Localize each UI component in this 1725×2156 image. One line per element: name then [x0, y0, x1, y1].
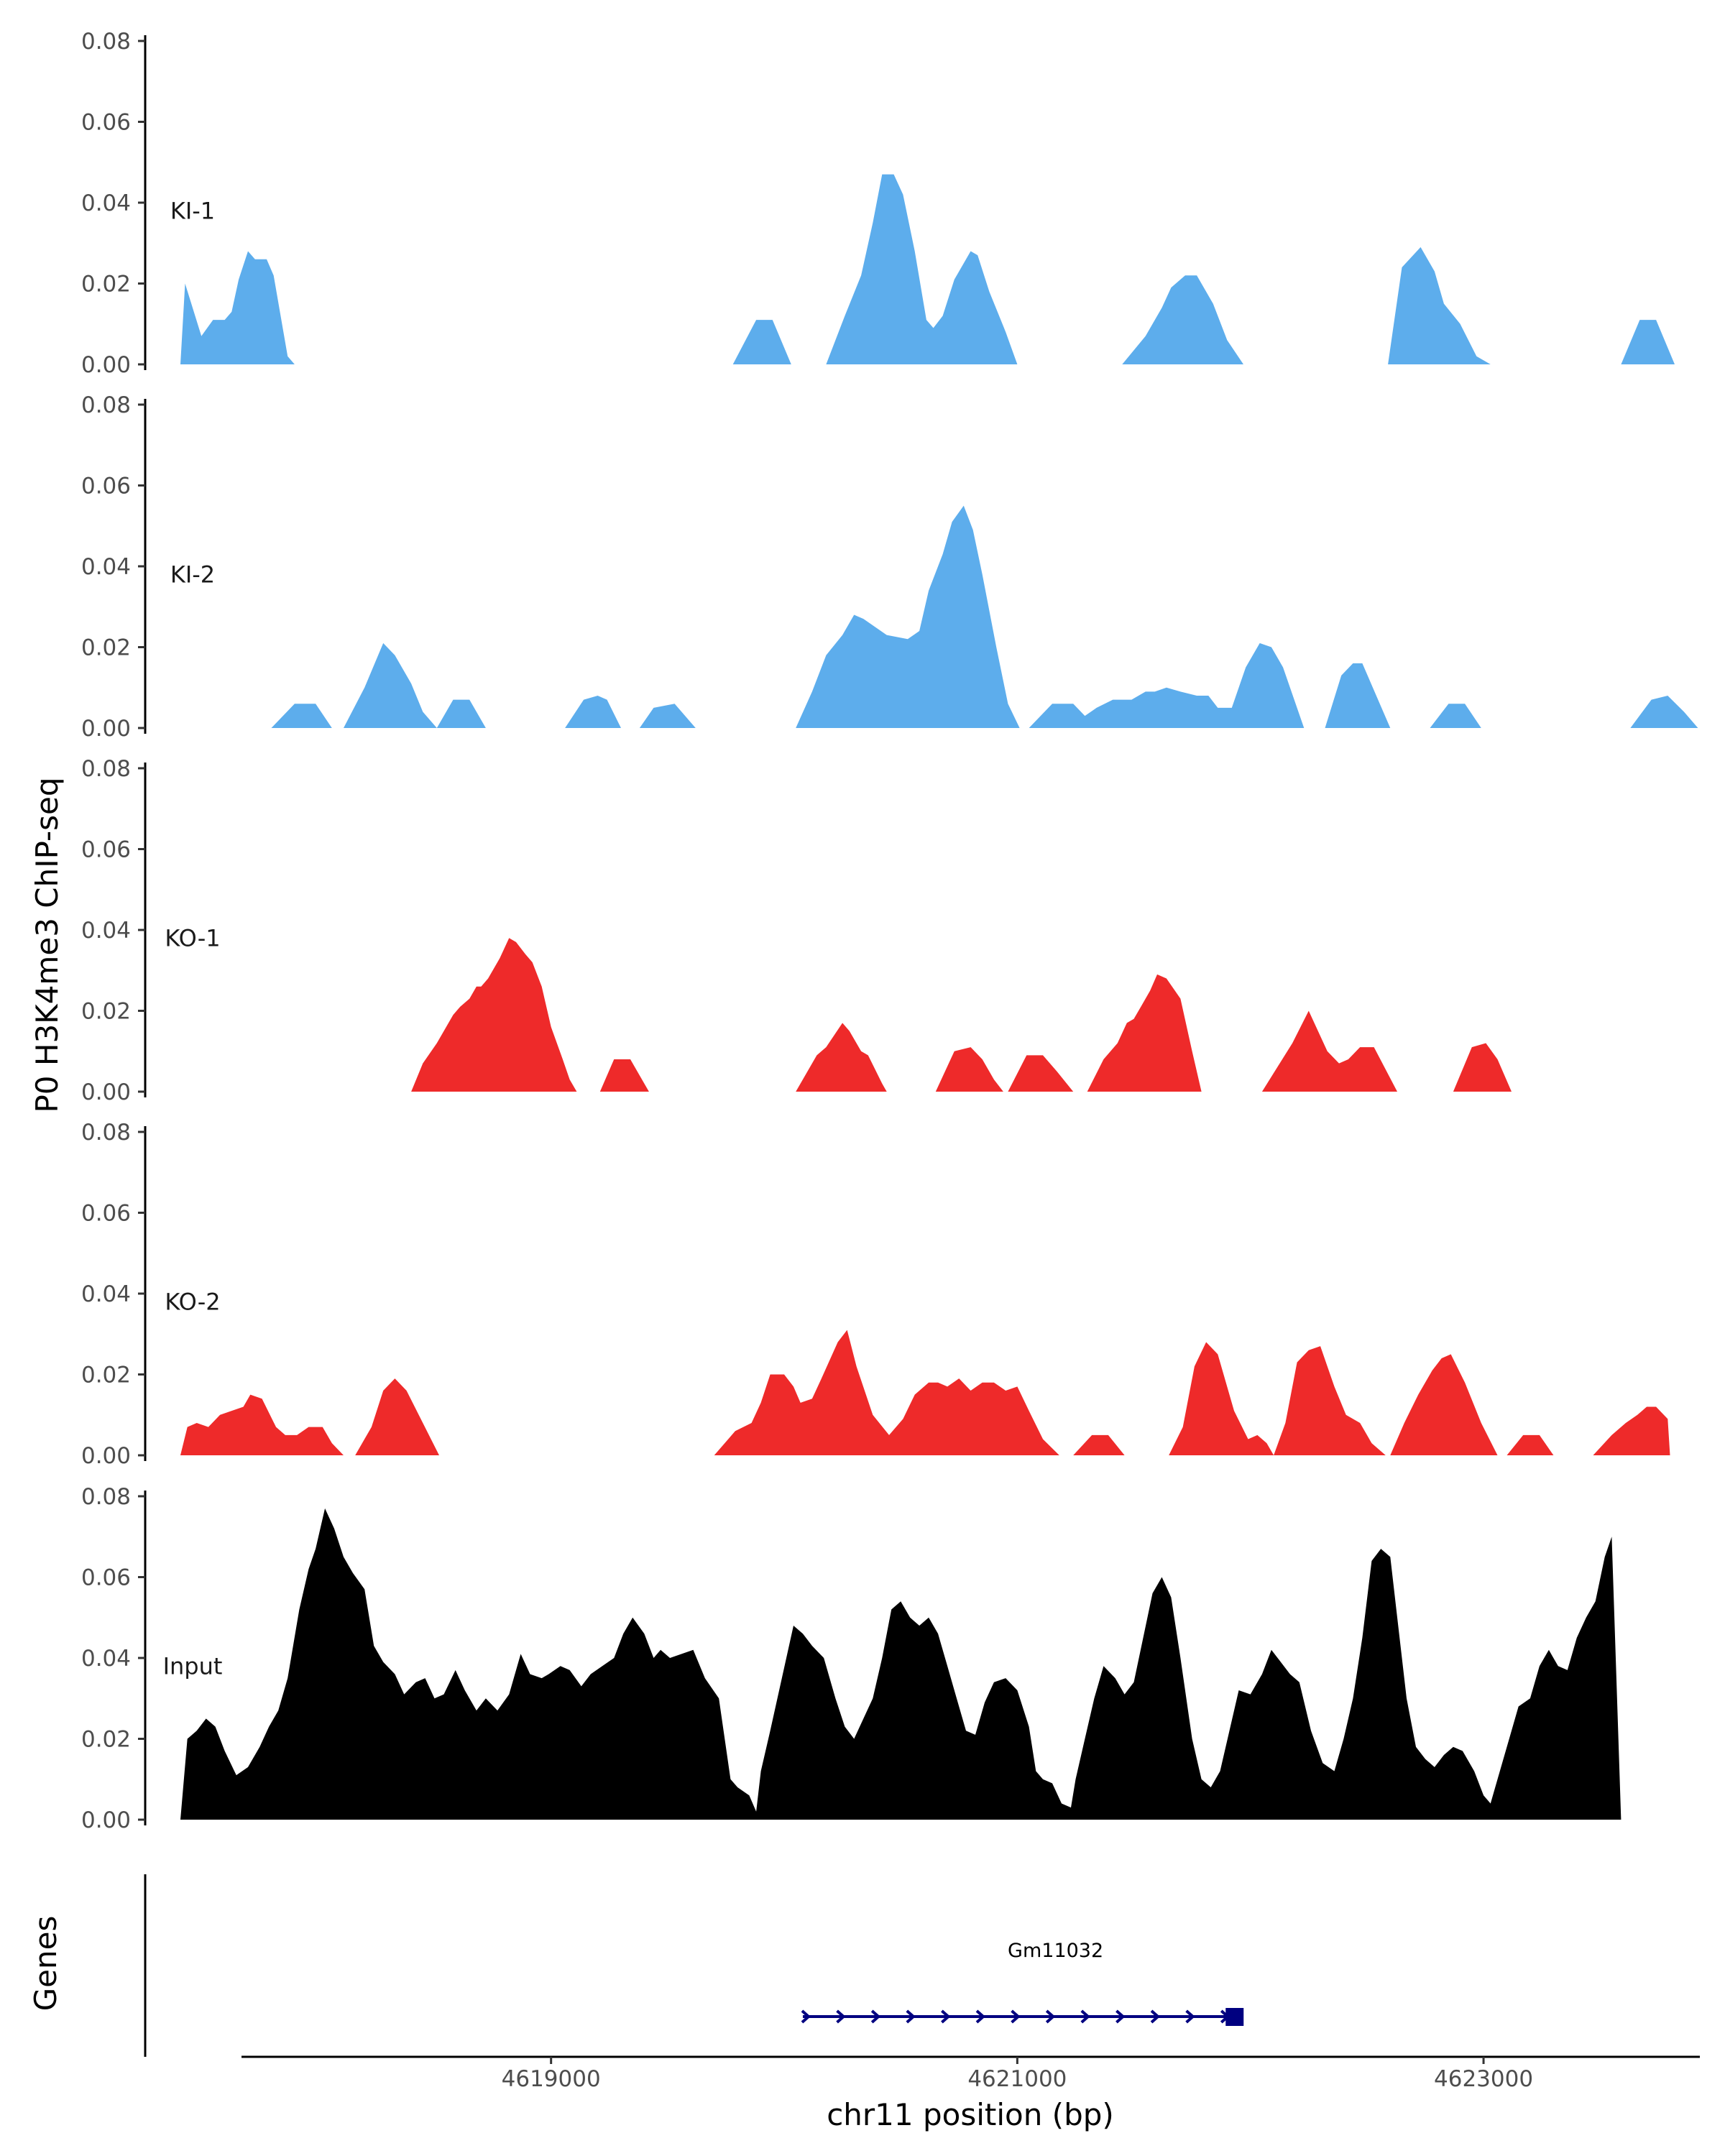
y-tick-label: 0.08 — [81, 29, 131, 55]
y-tick-label: 0.04 — [81, 1281, 131, 1307]
coverage-area-input — [180, 1508, 1622, 1820]
strand-arrow — [1011, 2009, 1021, 2024]
strand-arrow — [975, 2009, 986, 2024]
y-tick-label: 0.08 — [81, 392, 131, 418]
genes-axis-title: Genes — [28, 1916, 63, 2012]
y-tick-label: 0.08 — [81, 756, 131, 782]
track-label: KO-1 — [165, 924, 220, 952]
track-input: 0.00 0.02 0.04 0.06 0.08 Input — [81, 1484, 1622, 1833]
y-tick-label: 0.02 — [81, 1727, 131, 1753]
strand-arrow — [1116, 2009, 1126, 2024]
y-tick-label: 0.00 — [81, 1443, 131, 1469]
y-tick-label: 0.04 — [81, 554, 131, 580]
strand-arrow — [1080, 2009, 1090, 2024]
coverage-area-ki-1 — [180, 174, 1675, 364]
gene-exon — [1225, 2008, 1244, 2026]
y-tick-label: 0.00 — [81, 1079, 131, 1105]
strand-arrow — [836, 2009, 846, 2024]
gene-gm11032: Gm11032 — [801, 1940, 1244, 2026]
x-tick-label: 4621000 — [967, 2066, 1067, 2092]
y-tick-label: 0.02 — [81, 1363, 131, 1388]
gene-glyphs: Gm11032 — [801, 1940, 1244, 2026]
strand-arrow — [1185, 2009, 1195, 2024]
y-tick-label: 0.08 — [81, 1120, 131, 1146]
x-axis-ticks: 4619000 4621000 4623000 — [502, 2057, 1533, 2092]
y-tick-label: 0.06 — [81, 1565, 131, 1591]
y-tick-label: 0.06 — [81, 474, 131, 499]
coverage-area-ko-1 — [411, 938, 1512, 1092]
strand-arrow — [870, 2009, 881, 2024]
genes-panel: Genes Gm11032 — [28, 1874, 1244, 2057]
y-tick-label: 0.02 — [81, 635, 131, 661]
y-tick-label: 0.06 — [81, 110, 131, 136]
strand-arrow — [941, 2009, 951, 2024]
x-tick-label: 4623000 — [1434, 2066, 1533, 2092]
y-tick-label: 0.04 — [81, 190, 131, 216]
gene-label: Gm11032 — [1008, 1940, 1103, 1962]
x-axis: 4619000 4621000 4623000 chr11 position (bp… — [242, 2055, 1700, 2132]
strand-arrow — [801, 2009, 811, 2024]
strand-arrow — [1150, 2009, 1161, 2024]
y-tick-label: 0.06 — [81, 1201, 131, 1227]
y-tick-label: 0.02 — [81, 999, 131, 1025]
track-label: KO-2 — [165, 1288, 220, 1315]
y-tick-label: 0.00 — [81, 352, 131, 378]
y-axis-title: P0 H3K4me3 ChIP-seq — [29, 777, 65, 1112]
y-tick-label: 0.04 — [81, 1646, 131, 1672]
y-tick-label: 0.04 — [81, 918, 131, 944]
track-ko-1: 0.00 0.02 0.04 0.06 0.08 KO-1 — [81, 756, 1512, 1105]
y-tick-label: 0.00 — [81, 1807, 131, 1833]
y-tick-label: 0.08 — [81, 1484, 131, 1510]
x-tick-label: 4619000 — [502, 2066, 601, 2092]
tracks-group: 0.00 0.02 0.04 0.06 0.08 KI-1 0.00 0.02 0.04 0.06… — [81, 29, 1698, 1833]
strand-arrow — [1045, 2009, 1056, 2024]
track-ki-2: 0.00 0.02 0.04 0.06 0.08 KI-2 — [81, 392, 1698, 742]
y-tick-label: 0.06 — [81, 837, 131, 863]
strand-arrow — [906, 2009, 916, 2024]
track-ki-1: 0.00 0.02 0.04 0.06 0.08 KI-1 — [81, 29, 1675, 378]
track-ko-2: 0.00 0.02 0.04 0.06 0.08 KO-2 — [81, 1120, 1670, 1469]
track-label: KI-2 — [170, 561, 215, 588]
coverage-area-ki-2 — [271, 505, 1698, 728]
coverage-area-ko-2 — [180, 1330, 1670, 1455]
y-tick-label: 0.02 — [81, 272, 131, 298]
x-axis-title: chr11 position (bp) — [827, 2097, 1114, 2132]
y-tick-label: 0.00 — [81, 716, 131, 742]
track-label: KI-1 — [170, 197, 215, 224]
track-label: Input — [163, 1652, 223, 1680]
